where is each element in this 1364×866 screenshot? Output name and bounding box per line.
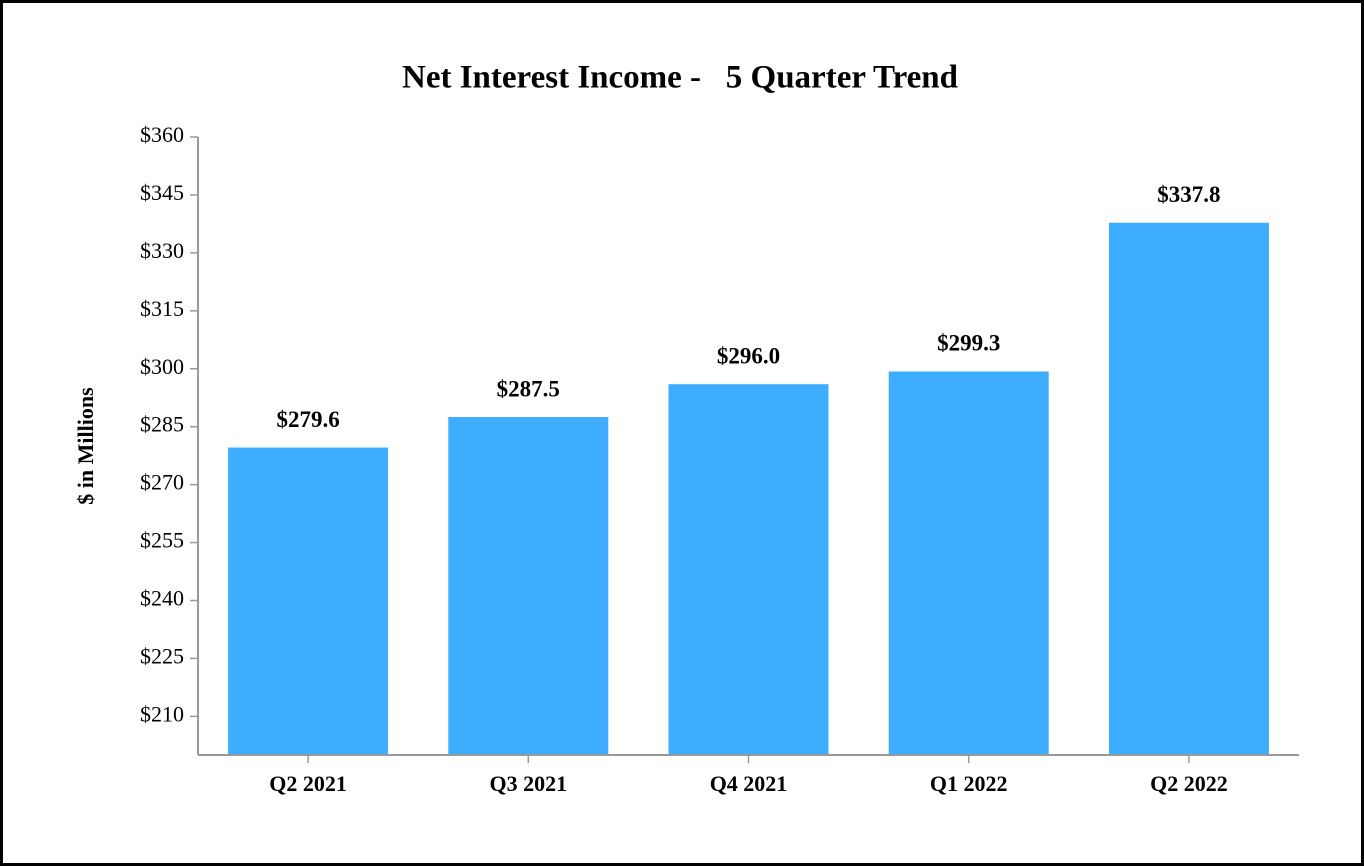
y-tick-label: $360 [140,122,184,147]
x-tick-label: Q2 2021 [269,771,347,796]
x-tick-label: Q4 2021 [710,771,788,796]
bar [448,417,609,755]
x-tick-label: Q1 2022 [930,771,1008,796]
x-tick-label: Q2 2022 [1150,771,1228,796]
value-label: $337.8 [1157,182,1220,207]
bar [888,371,1049,755]
chart-title: Net Interest Income - 5 Quarter Trend [402,60,958,96]
bar [228,447,389,755]
bar [1108,222,1269,755]
value-label: $279.6 [276,407,339,432]
y-tick-label: $315 [140,296,184,321]
y-tick-label: $210 [140,701,184,726]
y-tick-label: $330 [140,238,184,263]
y-axis-label: $ in Millions [73,387,98,505]
y-tick-label: $300 [140,354,184,379]
y-tick-label: $240 [140,586,184,611]
x-tick-label: Q3 2021 [489,771,567,796]
y-tick-label: $285 [140,412,184,437]
y-tick-label: $225 [140,643,184,668]
y-tick-label: $270 [140,470,184,495]
value-label: $296.0 [717,343,780,368]
value-label: $299.3 [937,331,1000,356]
y-tick-label: $345 [140,180,184,205]
bar [668,384,829,755]
value-label: $287.5 [497,376,560,401]
y-tick-label: $255 [140,528,184,553]
